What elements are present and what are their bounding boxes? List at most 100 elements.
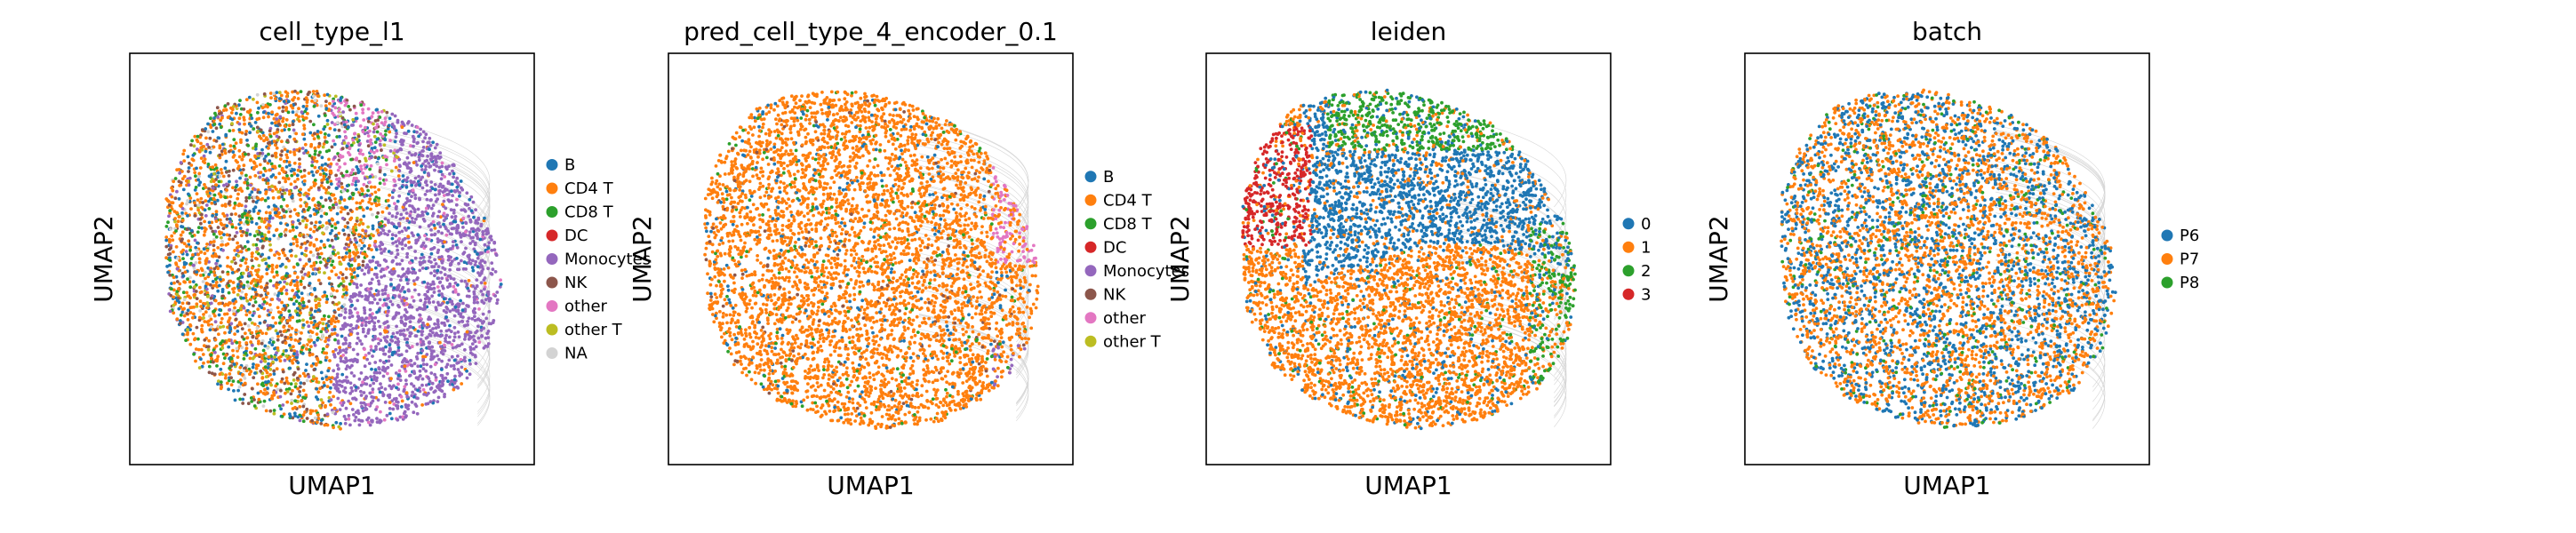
data-point	[244, 322, 247, 326]
data-point	[272, 234, 276, 237]
data-point	[480, 281, 484, 284]
data-point	[238, 214, 242, 218]
data-point	[332, 139, 335, 143]
data-point	[213, 112, 217, 115]
data-point	[220, 171, 224, 175]
data-point	[468, 362, 472, 366]
data-point	[376, 163, 380, 166]
data-point	[421, 140, 425, 144]
data-point	[240, 171, 244, 175]
data-point	[378, 234, 381, 237]
data-point	[448, 336, 452, 339]
data-point	[277, 123, 281, 126]
data-point	[194, 360, 197, 363]
data-point	[464, 230, 468, 234]
data-point	[440, 232, 444, 235]
data-point	[314, 153, 317, 156]
data-point	[391, 196, 395, 200]
data-point	[323, 351, 326, 354]
data-point	[430, 346, 434, 349]
data-point	[464, 247, 468, 251]
data-point	[214, 262, 218, 266]
data-point	[442, 245, 445, 249]
data-point	[265, 267, 268, 271]
data-point	[199, 305, 203, 308]
data-point	[393, 351, 396, 354]
data-point	[367, 134, 371, 138]
data-point	[448, 268, 452, 272]
data-point	[276, 367, 279, 370]
data-point	[406, 156, 410, 160]
data-point	[284, 336, 287, 339]
data-point	[480, 223, 484, 227]
data-point	[406, 345, 410, 348]
data-point	[303, 179, 307, 183]
data-point	[331, 332, 334, 336]
data-point	[359, 164, 363, 168]
data-point	[202, 280, 205, 283]
data-point	[371, 115, 374, 118]
data-point	[474, 319, 477, 322]
data-point	[326, 191, 330, 195]
data-point	[188, 343, 192, 346]
data-point	[419, 319, 422, 322]
data-point	[308, 131, 312, 135]
data-point	[218, 230, 221, 234]
data-point	[441, 390, 444, 394]
data-point	[238, 280, 242, 283]
data-point	[393, 202, 396, 205]
data-point	[224, 134, 228, 138]
data-point	[221, 339, 225, 343]
data-point	[339, 408, 342, 411]
data-point	[300, 280, 303, 283]
data-point	[401, 400, 404, 403]
data-point	[349, 381, 353, 385]
data-point	[253, 288, 257, 291]
data-point	[255, 222, 259, 226]
data-point	[461, 315, 465, 319]
data-point	[247, 324, 251, 328]
data-point	[463, 348, 467, 352]
data-point	[410, 195, 413, 198]
data-point	[238, 177, 242, 180]
data-point	[253, 162, 257, 165]
data-point	[198, 261, 202, 265]
data-point	[364, 229, 368, 233]
data-point	[341, 228, 345, 232]
data-point	[436, 285, 440, 289]
data-point	[199, 146, 203, 149]
data-point	[259, 280, 262, 283]
data-point	[334, 107, 338, 110]
data-point	[309, 227, 313, 231]
data-point	[180, 211, 184, 215]
data-point	[199, 222, 203, 226]
data-point	[306, 100, 309, 104]
data-point	[343, 163, 347, 166]
data-point	[288, 163, 292, 167]
data-point	[435, 200, 438, 203]
data-point	[377, 188, 380, 192]
data-point	[430, 252, 434, 256]
data-point	[198, 309, 202, 313]
data-point	[326, 93, 330, 97]
data-point	[426, 198, 429, 202]
data-point	[424, 244, 428, 248]
data-point	[370, 402, 373, 405]
data-point	[274, 322, 277, 325]
data-point	[351, 408, 355, 411]
data-point	[184, 338, 188, 342]
data-point	[264, 258, 268, 261]
data-point	[270, 394, 274, 398]
data-point	[182, 280, 186, 283]
data-point	[196, 242, 199, 245]
data-point	[433, 373, 436, 377]
data-point	[244, 130, 248, 133]
data-point	[308, 348, 311, 352]
data-point	[231, 271, 235, 274]
data-point	[337, 352, 340, 355]
data-point	[404, 405, 408, 409]
data-point	[425, 353, 428, 356]
data-point	[396, 340, 400, 344]
data-point	[406, 267, 410, 271]
data-point	[212, 243, 216, 247]
